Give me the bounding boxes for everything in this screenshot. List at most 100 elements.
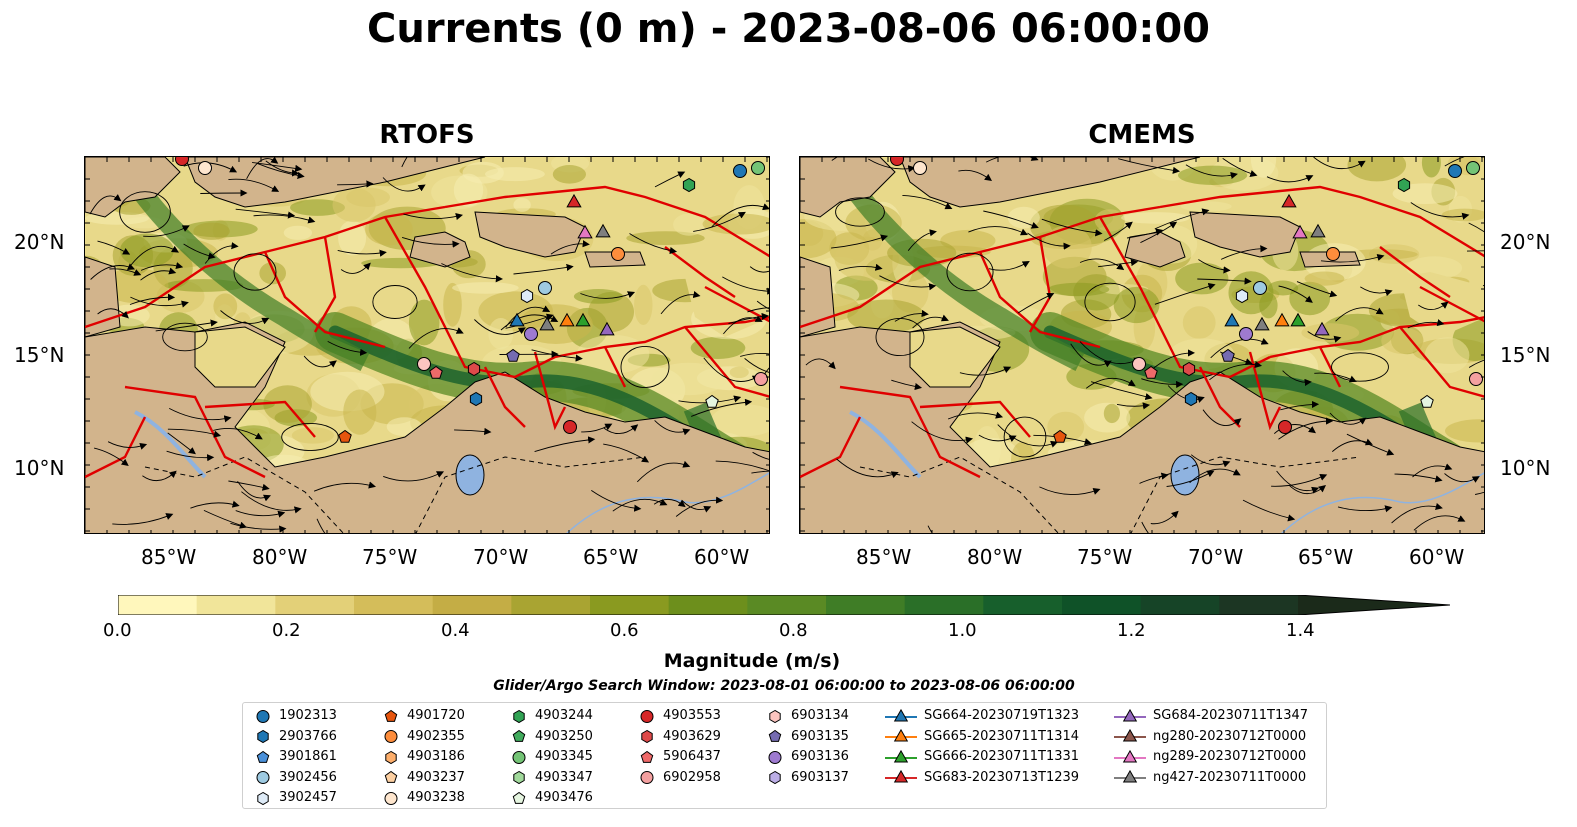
streamline [228,178,280,192]
search-window-text: Glider/Argo Search Window: 2023-08-01 06… [493,678,1075,694]
eez-boundary [124,385,266,479]
lat-label-20n-left: 20°N [14,230,65,254]
eddy-streamline [1003,416,1047,458]
streamline [1041,218,1103,237]
streamline [654,171,686,188]
streamline [167,428,222,438]
legend-item: 4903244 [509,706,593,725]
speed-patch [513,197,531,212]
streamline [894,309,929,322]
streamline [1296,281,1338,298]
streamline [1140,221,1178,244]
observation-circle-marker [563,420,577,434]
colorbar-tick-7: 1.4 [1286,620,1315,641]
streamline [1278,285,1313,303]
observation-circle-marker [175,157,189,166]
hexagon-marker-icon [769,770,781,785]
hexagon-marker-icon [513,770,525,785]
streamline [513,263,574,275]
streamline [1090,381,1153,401]
colorbar-tick-5: 1.0 [948,620,977,641]
streamline [1288,485,1327,495]
speed-patch [283,225,313,240]
streamline [200,189,248,197]
colorbar-bin [354,595,434,615]
streamline [1468,222,1484,233]
streamline [1070,343,1112,368]
speed-patch [1424,337,1470,374]
lon-label-85w-left: 85°W [141,545,197,569]
speed-patch [1121,212,1190,224]
streamline [140,262,184,271]
legend-item: 4902355 [381,727,465,746]
colorbar-bin [826,595,906,615]
lake-maracaibo [455,454,485,496]
colorbar-tick-6: 1.2 [1117,620,1146,641]
legend-item: 4903238 [381,788,465,807]
colorbar-bin [275,595,355,615]
streamline [693,211,746,232]
map-panel-cmems[interactable] [799,156,1485,534]
colorbar-bin [747,595,827,615]
observation-circle-marker [1466,161,1480,175]
eddy-streamline [233,253,277,291]
observation-circle-marker [611,247,625,261]
land-hispaniola [1189,211,1301,258]
streamline [1274,424,1316,434]
colorbar-bin [668,595,748,615]
observation-circle-marker [417,357,431,371]
streamline [327,341,368,356]
streamline [836,458,899,479]
observation-hexagon-marker [1235,288,1249,304]
streamline [1198,259,1231,274]
legend-item: SG666-20230711T1331 [884,747,1079,766]
speed-patch [651,362,727,396]
streamline [1346,433,1395,456]
speed-patch [847,299,925,334]
eddy-streamline [162,322,208,352]
streamline [220,310,270,325]
streamline [109,268,142,276]
streamline [805,358,836,370]
streamline [534,436,596,453]
streamline [550,240,590,255]
pentagon-marker-icon [768,729,782,742]
streamline [1266,175,1314,183]
legend-label: 4903250 [535,728,593,744]
observation-circle-marker [1326,247,1340,261]
streamline [213,428,263,440]
streamline [1329,412,1367,425]
legend-item: 4901720 [381,706,465,725]
streamline [1220,245,1268,260]
streamline [252,161,303,172]
streamline [340,262,371,274]
circle-marker-icon [384,730,398,743]
country-border [144,456,344,533]
observation-pentagon-marker [1221,348,1235,362]
gulf-of-honduras [909,326,1001,388]
streamline [1444,473,1480,483]
map-panel-rtofs[interactable] [84,156,770,534]
legend-item: SG665-20230711T1314 [884,727,1079,746]
speed-patch [290,199,345,216]
lon-label-75w-left: 75°W [362,545,418,569]
observation-circle-marker [890,157,904,166]
observation-pentagon-marker [705,394,719,408]
speed-patch [673,213,706,236]
observation-triangle-marker [1254,316,1270,331]
streamline [985,157,1039,163]
current-band [116,161,370,371]
streamline [228,480,270,491]
streamline [1222,158,1258,177]
streamline [93,447,129,466]
panel-title-rtofs: RTOFS [379,120,475,150]
speed-patch [1007,206,1040,229]
hexagon-marker-icon [513,709,525,723]
streamline [749,266,769,273]
colorbar [117,594,1451,616]
legend-item: 5906437 [637,747,721,766]
observation-triangle-marker [575,312,591,327]
streamline [1017,292,1055,314]
streamline [838,263,883,271]
observation-circle-marker [1239,327,1253,341]
